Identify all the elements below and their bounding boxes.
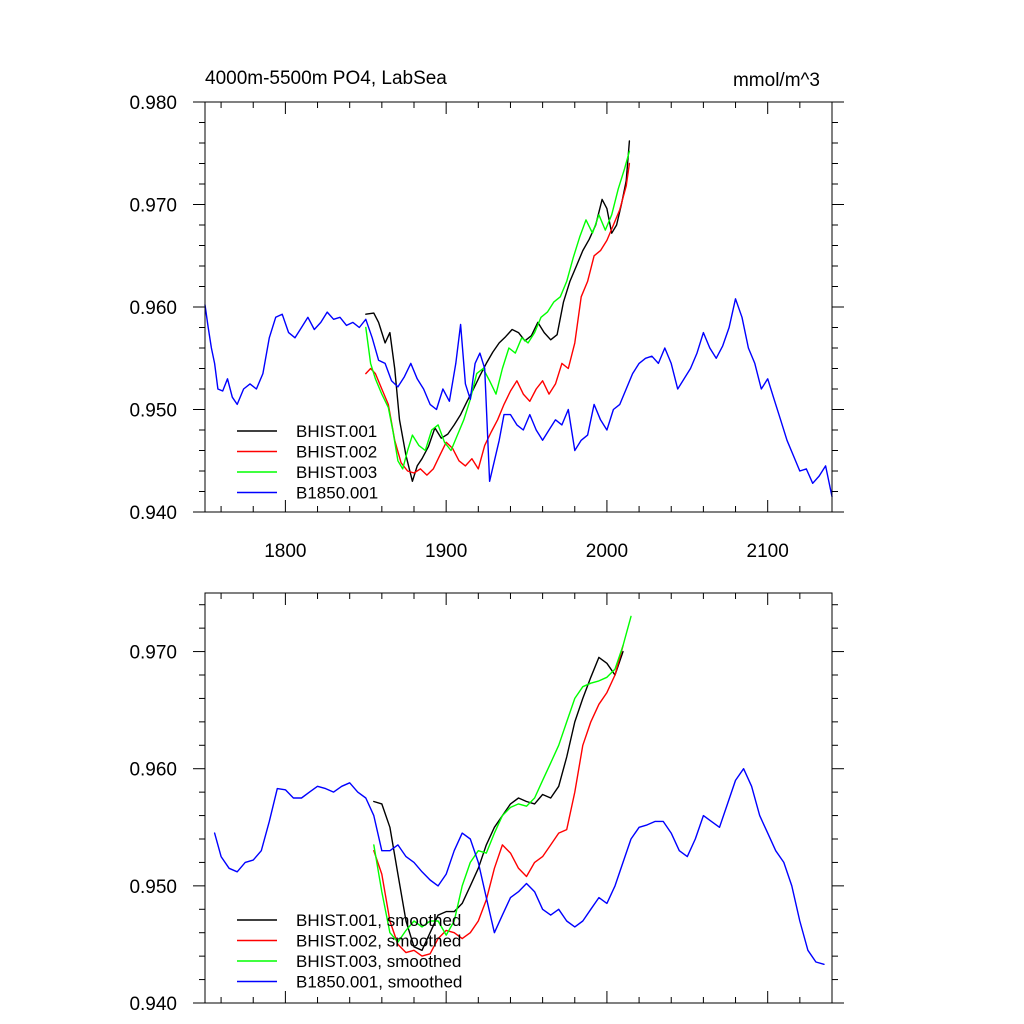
top-panel: 4000m-5500m PO4, LabSea mmol/m^3 1800 190… (129, 68, 844, 562)
x-tick-label: 2100 (747, 541, 789, 562)
top-panel-units: mmol/m^3 (733, 70, 820, 91)
series-line-bhist-003 (365, 150, 631, 470)
series-line-bhist-002-smoothed (373, 645, 624, 957)
y-tick-label: 0.960 (129, 298, 177, 319)
legend-label-b1850-001-smoothed: B1850.001, smoothed (296, 973, 462, 992)
legend-label-bhist-001: BHIST.001 (296, 422, 377, 441)
y-tick-label: 0.940 (129, 994, 177, 1015)
x-tick-label: 1900 (425, 541, 467, 562)
legend-label-bhist-001-smoothed: BHIST.001, smoothed (296, 911, 461, 930)
series-line-bhist-002 (365, 162, 631, 476)
series-line-bhist-003-smoothed (373, 615, 632, 943)
legend-label-bhist-002: BHIST.002 (296, 443, 377, 462)
bottom-panel-frame (204, 592, 833, 1004)
top-panel-title: 4000m-5500m PO4, LabSea (205, 68, 447, 89)
legend-label-bhist-003-smoothed: BHIST.003, smoothed (296, 952, 461, 971)
x-tick-label: 2000 (586, 541, 628, 562)
series-line-bhist-001-smoothed (373, 650, 624, 951)
bottom-panel: 0.940 0.950 0.960 0.970 BHIST.001, smoothed… (129, 592, 844, 1015)
y-tick-label: 0.950 (129, 877, 177, 898)
y-tick-label: 0.940 (129, 503, 177, 524)
y-tick-label: 0.980 (129, 93, 177, 114)
y-tick-label: 0.950 (129, 401, 177, 422)
y-tick-label: 0.960 (129, 760, 177, 781)
series-line-b1850-001-smoothed (213, 768, 825, 965)
series-line-bhist-001 (365, 140, 631, 482)
legend-label-b1850-001: B1850.001 (296, 484, 378, 503)
legend-label-bhist-003: BHIST.003 (296, 463, 377, 482)
y-tick-label: 0.970 (129, 643, 177, 664)
top-panel-frame (204, 101, 833, 513)
x-tick-label: 1800 (264, 541, 306, 562)
legend-label-bhist-002-smoothed: BHIST.002, smoothed (296, 932, 461, 951)
y-tick-label: 0.970 (129, 196, 177, 217)
series-line-b1850-001 (204, 298, 833, 498)
